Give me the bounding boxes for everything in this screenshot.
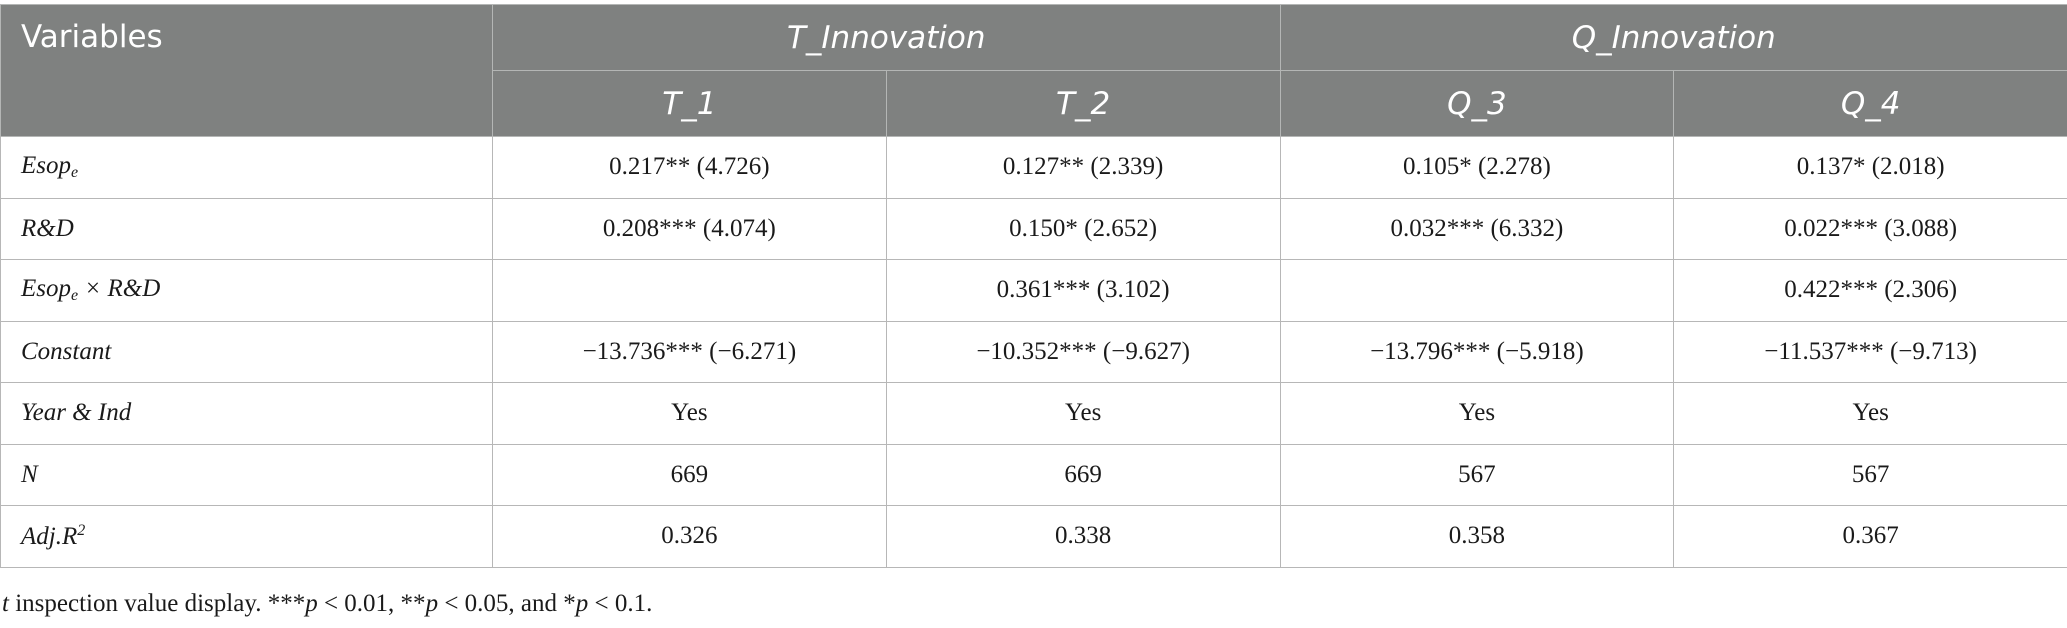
row-label-year-ind: Year & Ind: [0, 382, 493, 445]
table-cell: −13.796*** (−5.918): [1279, 320, 1675, 383]
table-cell: 0.367: [1673, 505, 2067, 568]
header-group-t-innovation: T_Innovation: [492, 4, 1281, 71]
table-cell: −10.352*** (−9.627): [885, 320, 1281, 383]
header-col-q3: Q_3: [1279, 70, 1675, 137]
table-row: Constant −13.736*** (−6.271) −10.352*** …: [0, 320, 2067, 383]
row-label-interaction: Esope × R&D: [0, 259, 493, 322]
header-col-q4: Q_4: [1673, 70, 2067, 137]
table-cell: [1279, 259, 1675, 322]
table-cell: [492, 259, 887, 322]
table-cell: 567: [1673, 443, 2067, 506]
table-cell: 0.326: [492, 505, 887, 568]
table-cell: 669: [492, 443, 887, 506]
table-row: Adj.R2 0.326 0.338 0.358 0.367: [0, 505, 2067, 568]
header-row-groups: Variables T_Innovation Q_Innovation: [0, 4, 2067, 137]
row-label-adj-r2: Adj.R2: [0, 505, 493, 568]
table-cell: 0.208*** (4.074): [492, 197, 887, 260]
table-cell: Yes: [492, 382, 887, 445]
table-cell: Yes: [1673, 382, 2067, 445]
row-label-rd: R&D: [0, 197, 493, 260]
row-label-constant: Constant: [0, 320, 493, 383]
table-cell: 0.137* (2.018): [1673, 136, 2067, 199]
header-col-t2: T_2: [885, 70, 1281, 137]
row-label-n: N: [0, 443, 493, 506]
header-group-q-innovation: Q_Innovation: [1279, 4, 2067, 71]
table-cell: 0.361*** (3.102): [885, 259, 1281, 322]
table-cell: 0.127** (2.339): [885, 136, 1281, 199]
table-cell: 567: [1279, 443, 1675, 506]
table-row: Esope 0.217** (4.726) 0.127** (2.339) 0.…: [0, 136, 2067, 199]
table-cell: 0.032*** (6.332): [1279, 197, 1675, 260]
header-variables: Variables: [0, 4, 493, 137]
table-cell: 0.422*** (2.306): [1673, 259, 2067, 322]
table-row: Year & Ind Yes Yes Yes Yes: [0, 382, 2067, 445]
table-cell: −13.736*** (−6.271): [492, 320, 887, 383]
table-row: N 669 669 567 567: [0, 443, 2067, 506]
header-row-columns: T_1 T_2 Q_3 Q_4: [1, 70, 2067, 137]
table-cell: 0.105* (2.278): [1279, 136, 1675, 199]
table-cell: 0.022*** (3.088): [1673, 197, 2067, 260]
table-cell: 669: [885, 443, 1281, 506]
table-cell: −11.537*** (−9.713): [1673, 320, 2067, 383]
table-cell: 0.338: [885, 505, 1281, 568]
row-label-esop: Esope: [0, 136, 493, 199]
table-footnote: t inspection value display. ***p < 0.01,…: [2, 590, 653, 617]
table-row: R&D 0.208*** (4.074) 0.150* (2.652) 0.03…: [0, 197, 2067, 260]
table-cell: 0.358: [1279, 505, 1675, 568]
table-cell: Yes: [1279, 382, 1675, 445]
regression-table-container: Variables T_Innovation Q_Innovation T_1 …: [0, 4, 2067, 568]
regression-table: Variables T_Innovation Q_Innovation T_1 …: [0, 4, 2067, 568]
table-row: Esope × R&D 0.361*** (3.102) 0.422*** (2…: [0, 259, 2067, 322]
header-col-t1: T_1: [492, 70, 887, 137]
table-cell: 0.217** (4.726): [492, 136, 887, 199]
table-cell: Yes: [885, 382, 1281, 445]
table-cell: 0.150* (2.652): [885, 197, 1281, 260]
